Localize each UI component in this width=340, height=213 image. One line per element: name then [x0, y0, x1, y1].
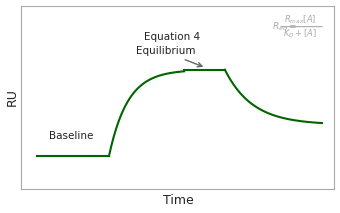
Text: $R_{max}[A]$: $R_{max}[A]$	[284, 14, 316, 26]
Y-axis label: RU: RU	[5, 88, 19, 106]
Text: Baseline: Baseline	[49, 131, 94, 141]
X-axis label: Time: Time	[163, 194, 193, 207]
Text: $K_D + [A]$: $K_D + [A]$	[283, 28, 317, 40]
Text: Equilibrium: Equilibrium	[136, 46, 195, 56]
Text: Equation 4: Equation 4	[143, 32, 200, 42]
Text: $R_{eq}=$: $R_{eq}=$	[272, 21, 296, 34]
